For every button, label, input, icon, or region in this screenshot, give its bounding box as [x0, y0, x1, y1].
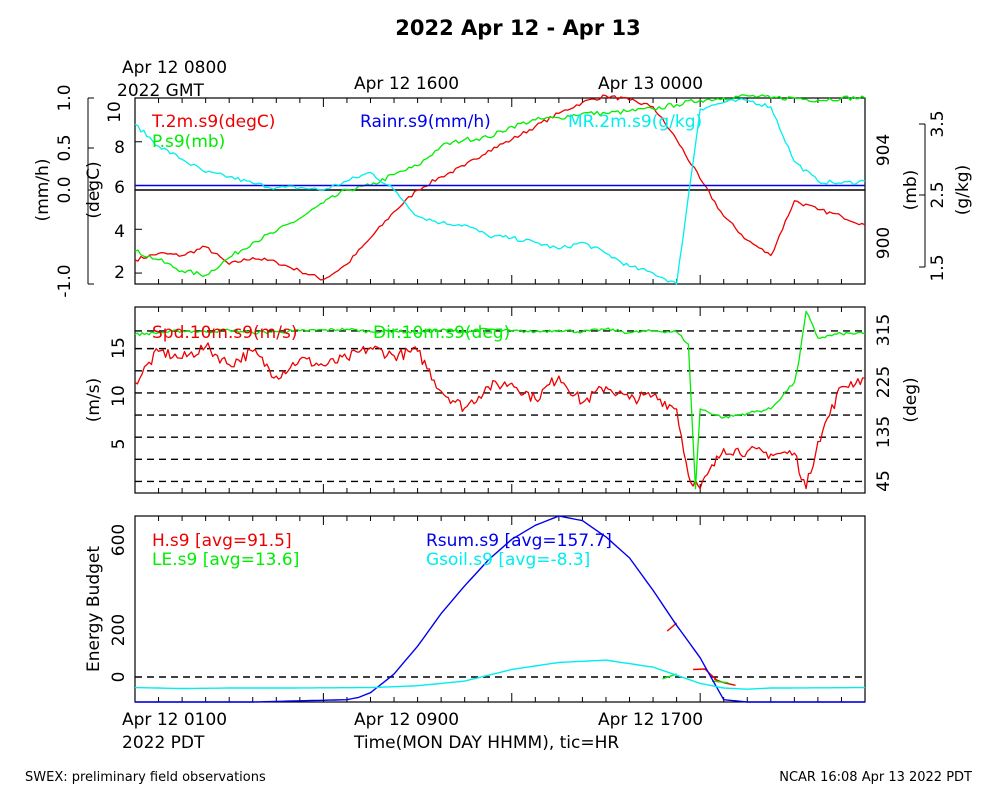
mr-tick-label: 3.5 — [928, 110, 948, 137]
energy-tick-label: 600 — [109, 524, 129, 556]
legend-wind-direction: Dir.10m.s9(deg) — [373, 323, 510, 343]
legend-mixing-ratio: MR.2m.s9(g/kg) — [568, 112, 702, 132]
panel-wind: 5 10 15 (m/s) 315 225 135 45 (deg) Spd.1… — [84, 306, 921, 494]
rain-axis: 1.0 0.5 0.0 -1.0 (mm/h) — [33, 84, 94, 298]
legend-rain: Rainr.s9(mm/h) — [360, 112, 491, 132]
mixing-ratio-axis: 3.5 2.5 1.5 (g/kg) — [919, 110, 973, 282]
series-green — [711, 680, 729, 684]
x-axis-label: Time(MON DAY HHMM), tic=HR — [353, 733, 619, 753]
direction-tick-label: 225 — [874, 366, 894, 398]
panel-energy-frame — [134, 515, 866, 703]
legend-temperature: T.2m.s9(degC) — [151, 112, 275, 132]
series-cyan — [134, 97, 866, 285]
rain-axis-label: (mm/h) — [33, 159, 53, 222]
top-time-label-1: Apr 12 0800 — [122, 58, 227, 78]
rain-tick-label: 1.0 — [55, 84, 75, 111]
temp-tick-label: 10 — [105, 101, 125, 123]
series-red — [693, 668, 720, 683]
pressure-axis: 904 900 (mb) — [874, 134, 921, 259]
direction-axis-label: (deg) — [901, 377, 921, 422]
top-time-label-3: Apr 12 1600 — [354, 74, 459, 94]
speed-axis-label: (m/s) — [84, 378, 104, 422]
mr-tick-label: 2.5 — [928, 181, 948, 208]
legend-radiation-sum: Rsum.s9 [avg=157.7] — [426, 531, 612, 551]
pressure-axis-label: (mb) — [901, 170, 921, 211]
rain-tick-label: -1.0 — [55, 264, 75, 297]
panel-meteorology: 1.0 0.5 0.0 -1.0 (mm/h) 2 4 6 8 10 (degC… — [33, 84, 973, 297]
panel-energy: 0 200 600 Energy Budget H.s9 [avg=91.5] … — [84, 515, 866, 703]
direction-tick-label: 135 — [874, 416, 894, 448]
top-time-label-2: 2022 GMT — [117, 81, 205, 101]
top-time-label-4: Apr 13 0000 — [598, 74, 703, 94]
series-red — [666, 622, 678, 632]
energy-axis: 0 200 600 Energy Budget — [84, 524, 129, 683]
pressure-tick-label: 900 — [874, 227, 894, 259]
series-blue — [135, 515, 865, 703]
footer-left: SWEX: preliminary field observations — [25, 770, 266, 785]
temp-tick-label: 6 — [114, 178, 125, 198]
chart-title: 2022 Apr 12 - Apr 13 — [395, 16, 640, 40]
bottom-time-label-4: Apr 12 1700 — [598, 710, 703, 730]
series-red — [134, 342, 866, 490]
rain-tick-label: 0.0 — [55, 176, 75, 203]
panel-meteorology-frame — [134, 97, 866, 285]
legend-latent-heat: LE.s9 [avg=13.6] — [152, 550, 299, 570]
series-green — [134, 94, 866, 278]
temp-tick-label: 2 — [114, 263, 125, 283]
temperature-axis: 2 4 6 8 10 (degC) — [84, 101, 125, 283]
legend-wind-speed: Spd.10m.s9(m/s) — [152, 323, 297, 343]
temp-tick-label: 8 — [114, 138, 125, 158]
panel-wind-frame — [134, 306, 866, 494]
speed-tick-label: 5 — [109, 439, 129, 450]
energy-tick-label: 0 — [109, 672, 129, 683]
direction-tick-label: 45 — [874, 470, 894, 492]
bottom-time-label-3: Apr 12 0900 — [354, 710, 459, 730]
direction-axis: 315 225 135 45 (deg) — [874, 314, 921, 492]
pressure-tick-label: 904 — [874, 134, 894, 166]
legend-sensible-heat: H.s9 [avg=91.5] — [152, 531, 292, 551]
bottom-time-label-2: 2022 PDT — [122, 733, 205, 753]
speed-axis: 5 10 15 (m/s) — [84, 337, 129, 449]
direction-tick-label: 315 — [874, 314, 894, 346]
mr-axis-label: (g/kg) — [953, 165, 973, 215]
mr-tick-label: 1.5 — [928, 254, 948, 281]
series-red — [134, 94, 866, 281]
speed-tick-label: 15 — [109, 337, 129, 359]
series-cyan — [134, 659, 865, 690]
legend-soil-heat: Gsoil.s9 [avg=-8.3] — [426, 550, 590, 570]
speed-tick-label: 10 — [109, 385, 129, 407]
series-green — [134, 310, 866, 490]
bottom-time-label-1: Apr 12 0100 — [122, 710, 227, 730]
footer-right: NCAR 16:08 Apr 13 2022 PDT — [779, 770, 972, 785]
rain-tick-label: 0.5 — [55, 134, 75, 161]
temp-tick-label: 4 — [114, 222, 125, 242]
energy-axis-label: Energy Budget — [84, 546, 104, 672]
energy-tick-label: 200 — [109, 614, 129, 646]
temp-axis-label: (degC) — [84, 161, 104, 218]
legend-pressure: P.s9(mb) — [152, 132, 225, 152]
